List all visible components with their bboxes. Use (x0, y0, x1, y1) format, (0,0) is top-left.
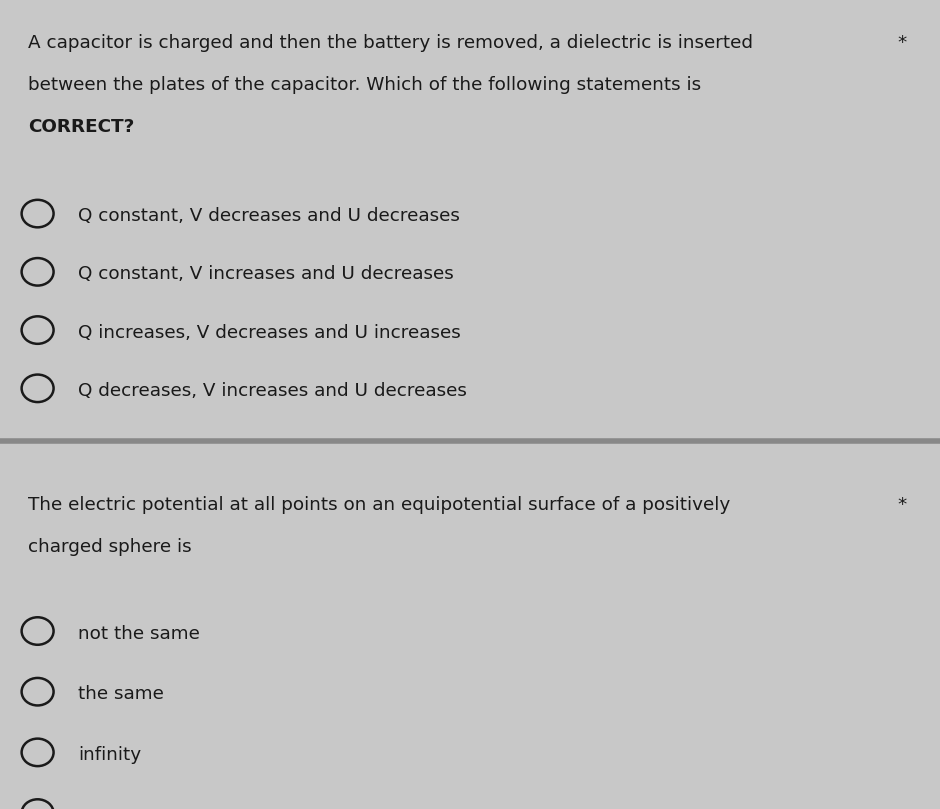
Text: CORRECT?: CORRECT? (28, 118, 134, 136)
Text: Q decreases, V increases and U decreases: Q decreases, V increases and U decreases (78, 382, 467, 400)
Text: Q increases, V decreases and U increases: Q increases, V decreases and U increases (78, 324, 461, 341)
Text: charged sphere is: charged sphere is (28, 538, 192, 556)
Text: between the plates of the capacitor. Which of the following statements is: between the plates of the capacitor. Whi… (28, 76, 701, 94)
Text: Q constant, V increases and U decreases: Q constant, V increases and U decreases (78, 265, 454, 283)
Text: A capacitor is charged and then the battery is removed, a dielectric is inserted: A capacitor is charged and then the batt… (28, 34, 753, 52)
Text: the same: the same (78, 685, 164, 703)
Text: *: * (898, 34, 907, 52)
Text: zero: zero (78, 807, 118, 809)
Text: The electric potential at all points on an equipotential surface of a positively: The electric potential at all points on … (28, 496, 730, 514)
Text: not the same: not the same (78, 625, 200, 642)
Text: Q constant, V decreases and U decreases: Q constant, V decreases and U decreases (78, 207, 460, 225)
Text: *: * (898, 496, 907, 514)
Text: infinity: infinity (78, 746, 141, 764)
